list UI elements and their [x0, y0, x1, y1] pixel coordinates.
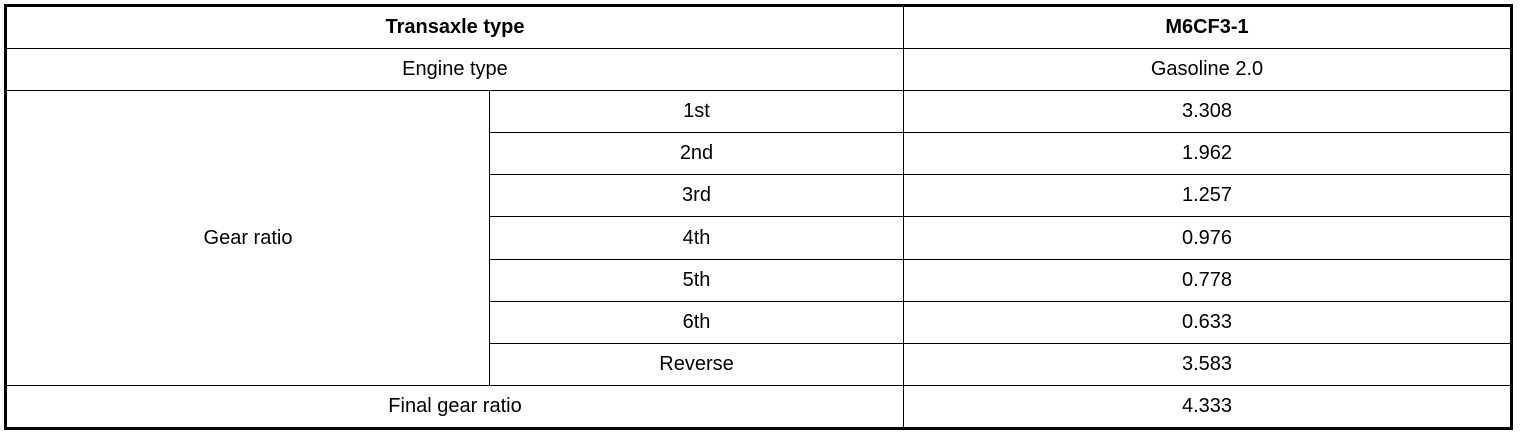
gear-value: 3.308 — [903, 90, 1512, 134]
table-row: Gear ratio 1st 3.308 — [5, 90, 1512, 386]
gear-value: 0.976 — [903, 216, 1512, 260]
final-gear-ratio-label: Final gear ratio — [5, 384, 904, 430]
table-row: 4th 0.976 — [6, 216, 1512, 260]
gear-name: 3rd — [489, 174, 904, 218]
gear-value: 0.633 — [903, 300, 1512, 344]
transaxle-spec-table: Transaxle type M6CF3-1 Engine type Gasol… — [4, 4, 1513, 430]
header-label: Transaxle type — [5, 4, 904, 50]
table-row: Final gear ratio 4.333 — [5, 384, 1512, 430]
gear-name: 4th — [489, 216, 904, 260]
gear-name: Reverse — [489, 342, 904, 386]
table-row: 3rd 1.257 — [6, 174, 1512, 218]
header-value: M6CF3-1 — [903, 4, 1512, 50]
gear-name: 6th — [489, 300, 904, 344]
gear-name: 1st — [489, 90, 904, 134]
final-gear-ratio-value: 4.333 — [903, 384, 1512, 430]
engine-type-label: Engine type — [5, 48, 904, 92]
table-row: Engine type Gasoline 2.0 — [5, 48, 1512, 92]
gear-name: 2nd — [489, 132, 904, 176]
gear-value: 3.583 — [903, 342, 1512, 386]
table-row: 2nd 1.962 — [6, 132, 1512, 176]
gear-value: 1.962 — [903, 132, 1512, 176]
gear-ratio-label: Gear ratio — [5, 90, 490, 386]
table-row: Reverse 3.583 — [6, 342, 1512, 386]
table-row: 6th 0.633 — [6, 300, 1512, 344]
gear-value: 1.257 — [903, 174, 1512, 218]
table-row: 5th 0.778 — [6, 258, 1512, 302]
gear-value: 0.778 — [903, 258, 1512, 302]
engine-type-value: Gasoline 2.0 — [903, 48, 1512, 92]
gear-name: 5th — [489, 258, 904, 302]
table-header-row: Transaxle type M6CF3-1 — [5, 4, 1512, 50]
